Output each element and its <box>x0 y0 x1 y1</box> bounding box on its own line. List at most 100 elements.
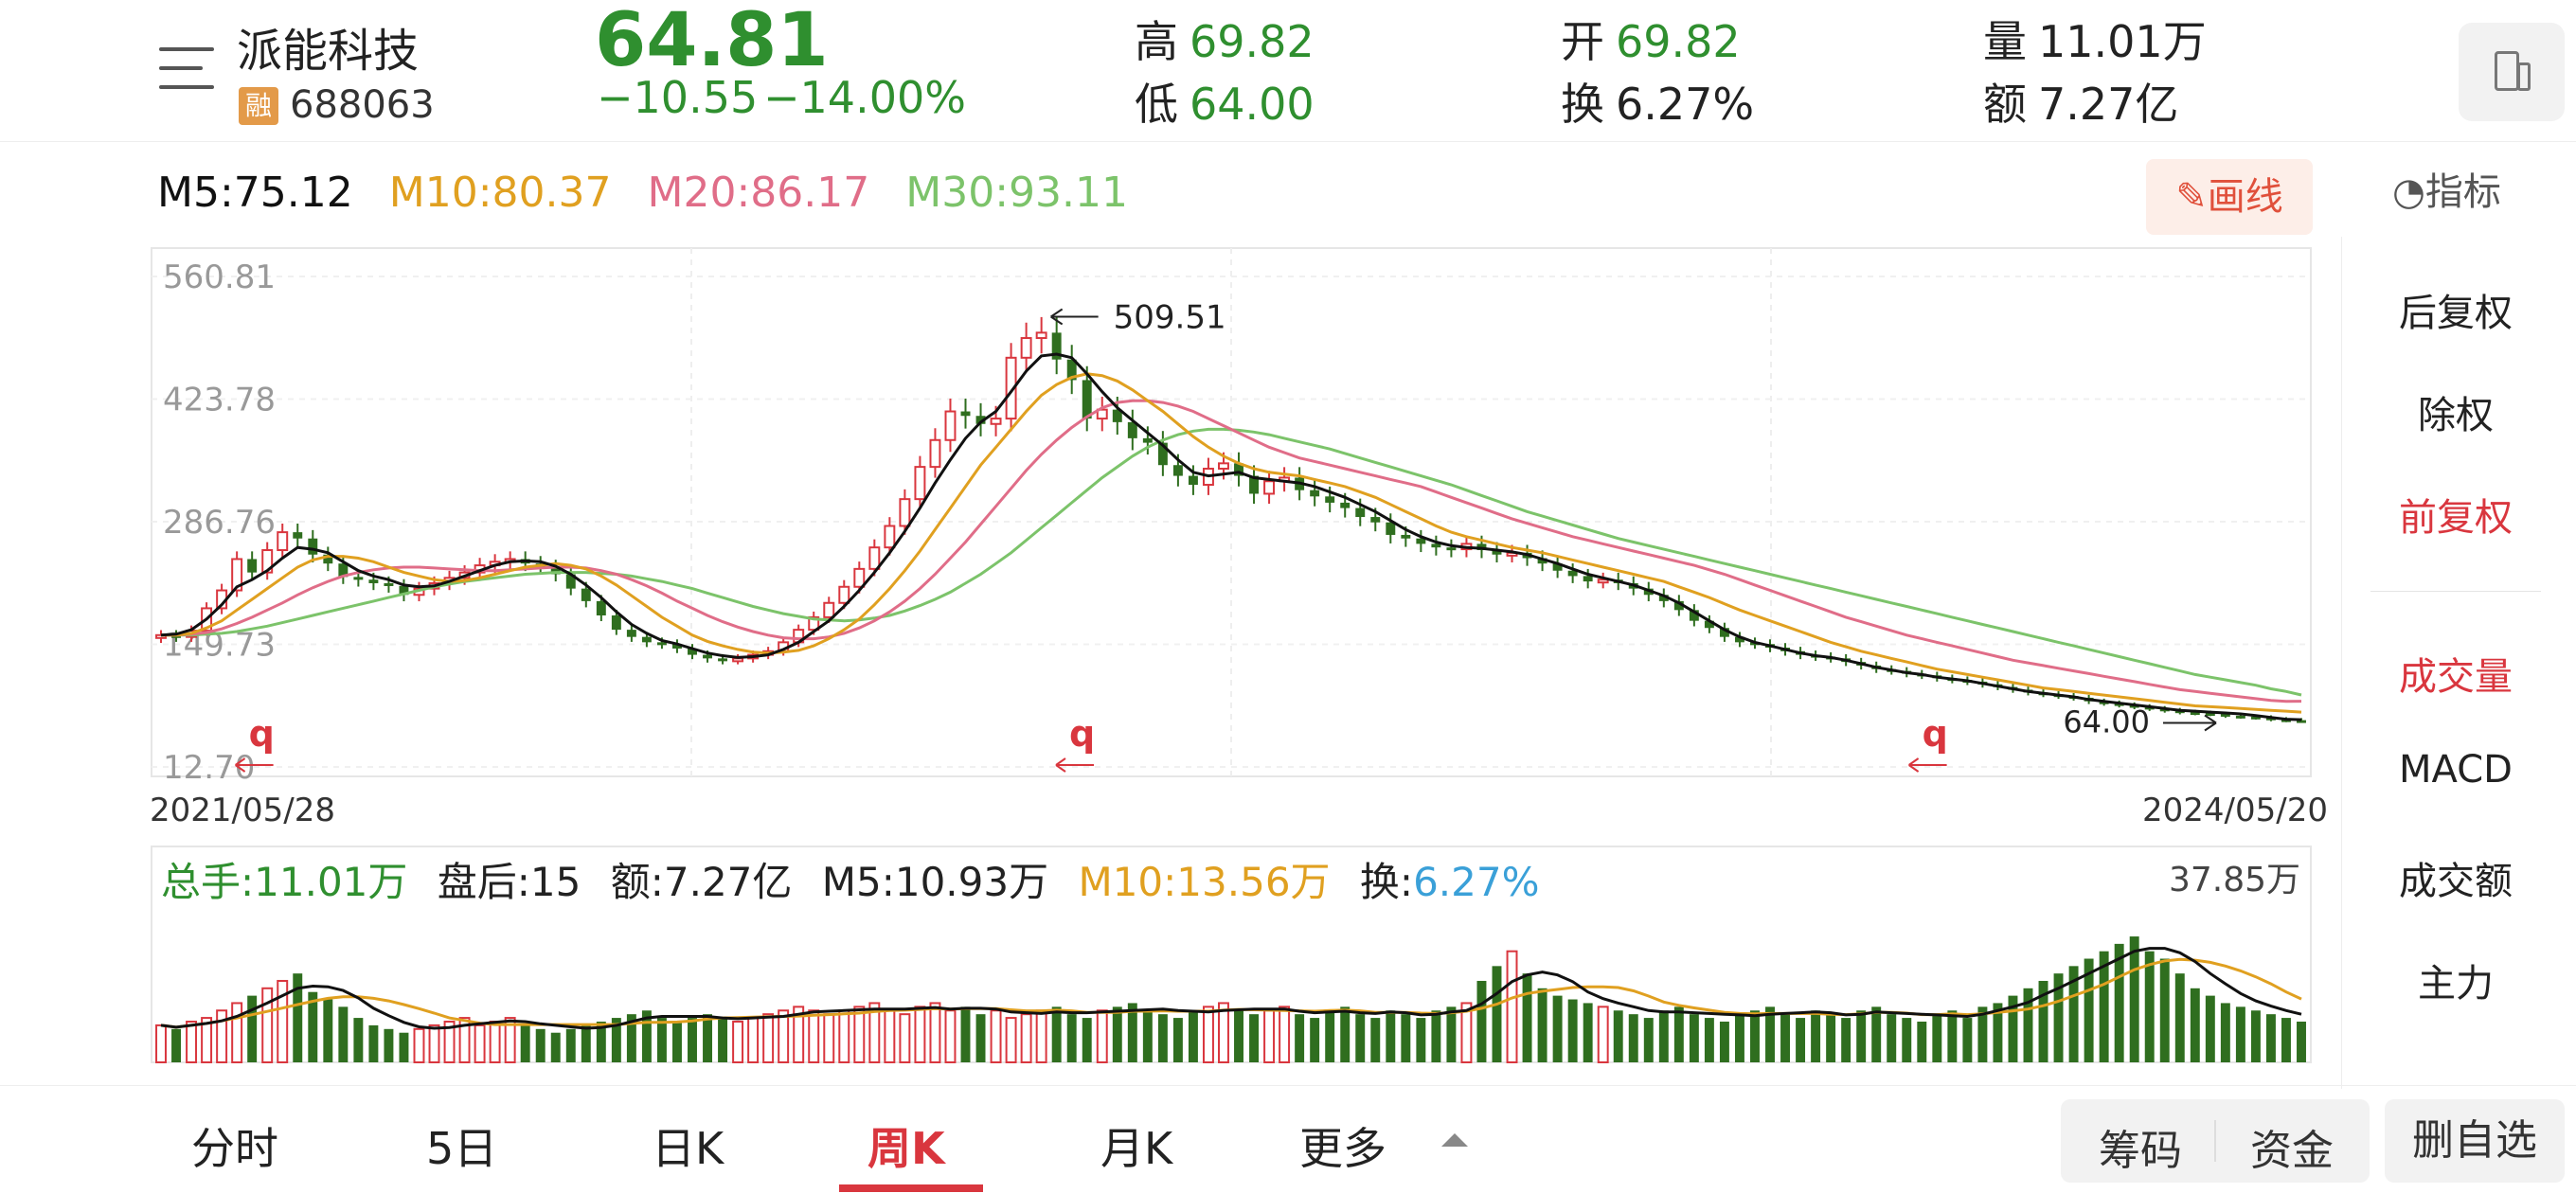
volume-bar <box>1370 1018 1381 1062</box>
q-marker: q <box>1069 713 1095 755</box>
remove-watchlist-button[interactable]: 删自选 <box>2385 1099 2565 1183</box>
volume-bar <box>308 991 318 1062</box>
candle-body <box>718 658 728 662</box>
open-label: 开 <box>1561 16 1604 67</box>
volume-bar <box>2129 936 2139 1062</box>
volume-ma-lines <box>160 947 2302 1030</box>
candle-body <box>1355 507 1366 518</box>
volume-bar <box>1446 1006 1457 1062</box>
volume-bar <box>2205 995 2215 1062</box>
volume-bar <box>884 1009 896 1064</box>
high-label: 高 <box>1135 16 1178 67</box>
volume-bar <box>384 1028 394 1062</box>
candle-body <box>899 498 911 527</box>
volume-bar <box>2099 951 2109 1062</box>
volume-chart[interactable] <box>0 839 2330 1085</box>
rp-item-back-adjusted[interactable]: 后复权 <box>2399 292 2513 335</box>
mobile-icon-secondary <box>2517 62 2531 91</box>
menu-icon[interactable] <box>159 47 214 93</box>
rp-item-volume[interactable]: 成交量 <box>2399 655 2513 699</box>
volume-bar <box>1263 1009 1276 1064</box>
vol-ma5-line <box>160 947 2302 1030</box>
rp-item-forward-adjusted[interactable]: 前复权 <box>2399 496 2513 540</box>
open-stat: 开 69.82 <box>1561 8 1741 70</box>
candle-body <box>231 558 243 592</box>
tab-5day[interactable]: 5日 <box>426 1123 498 1174</box>
low-stat: 低 64.00 <box>1135 70 1315 133</box>
rp-item-ex-rights[interactable]: 除权 <box>2418 394 2494 437</box>
volume-bar <box>443 1020 456 1064</box>
candle-body <box>261 549 274 574</box>
volume-bar <box>550 1032 561 1062</box>
candle-body <box>1401 534 1411 539</box>
volume-bar <box>1066 1014 1077 1062</box>
indicator-button[interactable]: ◔指标 <box>2392 170 2501 214</box>
volume-bar <box>1386 1010 1396 1062</box>
candle-body <box>2099 701 2109 704</box>
volume-bar <box>1431 1010 1441 1062</box>
caret-up-icon[interactable] <box>1441 1133 1468 1147</box>
candle-body <box>1157 442 1168 466</box>
funds-button[interactable]: 资金 <box>2250 1127 2334 1175</box>
candle-body <box>1567 570 1578 577</box>
volume-bar <box>944 1009 957 1064</box>
candle-body <box>1658 595 1669 601</box>
candle-body <box>1188 475 1198 486</box>
amount-stat: 额 7.27亿 <box>1983 70 2178 133</box>
volume-bar <box>960 1006 971 1062</box>
tab-more[interactable]: 更多 <box>1299 1123 1386 1174</box>
tab-weekly[interactable]: 周K <box>868 1123 945 1174</box>
volume-bar <box>2174 973 2185 1062</box>
volume-bar <box>626 1014 636 1062</box>
volume-bar <box>565 1028 576 1062</box>
volume-bar <box>1704 1018 1714 1062</box>
low-value: 64.00 <box>1190 79 1315 130</box>
volume-bar <box>2235 1006 2245 1062</box>
candle-body <box>611 615 621 631</box>
tab-daily[interactable]: 日K <box>652 1123 724 1174</box>
mobile-view-button[interactable] <box>2459 23 2565 121</box>
volume-bar <box>747 1017 760 1064</box>
rp-item-macd[interactable]: MACD <box>2399 748 2513 792</box>
turnover-stat: 换 6.27% <box>1561 70 1754 133</box>
candle-body <box>823 601 835 618</box>
volume-bar <box>293 973 303 1062</box>
volume-bar <box>1765 1006 1775 1062</box>
rp-item-turnover-amount[interactable]: 成交额 <box>2399 860 2513 903</box>
vol-m5: M5:10.93万 <box>821 859 1049 905</box>
volume-bar <box>611 1018 621 1062</box>
chips-button[interactable]: 筹码 <box>2099 1127 2182 1175</box>
candle-body <box>990 418 1002 425</box>
volume-bar <box>489 1020 501 1064</box>
bottom-tab-bar: 分时 5日 日K 周K 月K 更多 筹码 资金 删自选 <box>0 1085 2576 1193</box>
price-change-pct: −14.00% <box>763 72 966 123</box>
volume-bar <box>1035 1009 1047 1064</box>
volume-bar <box>808 1009 820 1064</box>
volume-bar <box>1597 1006 1609 1064</box>
stock-code: 688063 <box>290 83 435 127</box>
volume-bar <box>778 1009 790 1064</box>
quote-header: 派能科技 融 688063 64.81 −10.55 −14.00% 高 69.8… <box>0 0 2576 142</box>
volume-bar <box>474 1024 486 1064</box>
candle-body <box>550 566 561 575</box>
ma-lines <box>160 352 2302 721</box>
volume-bar <box>1902 1018 1912 1062</box>
volume-bar <box>868 1002 881 1064</box>
ma30-label: M30:93.11 <box>905 169 1128 217</box>
right-panel: 后复权 除权 前复权 成交量 MACD 成交额 主力 <box>2341 237 2568 1089</box>
volume-bar <box>1750 1010 1760 1062</box>
volume-max-label: 37.85万 <box>2169 861 2301 899</box>
draw-line-button[interactable]: ✎画线 <box>2146 159 2313 235</box>
volume-bar <box>1522 973 1532 1062</box>
tab-intraday[interactable]: 分时 <box>191 1123 278 1174</box>
ma20-label: M20:86.17 <box>647 169 870 217</box>
candle-body <box>1673 600 1684 611</box>
volume-bar <box>1279 1006 1291 1064</box>
candle-body <box>1537 558 1547 564</box>
volume-bar <box>975 1014 986 1062</box>
tab-monthly[interactable]: 月K <box>1100 1123 1173 1174</box>
rp-item-main-force[interactable]: 主力 <box>2418 962 2494 1006</box>
candle-body <box>1325 496 1335 503</box>
q-marker: q <box>249 713 275 755</box>
